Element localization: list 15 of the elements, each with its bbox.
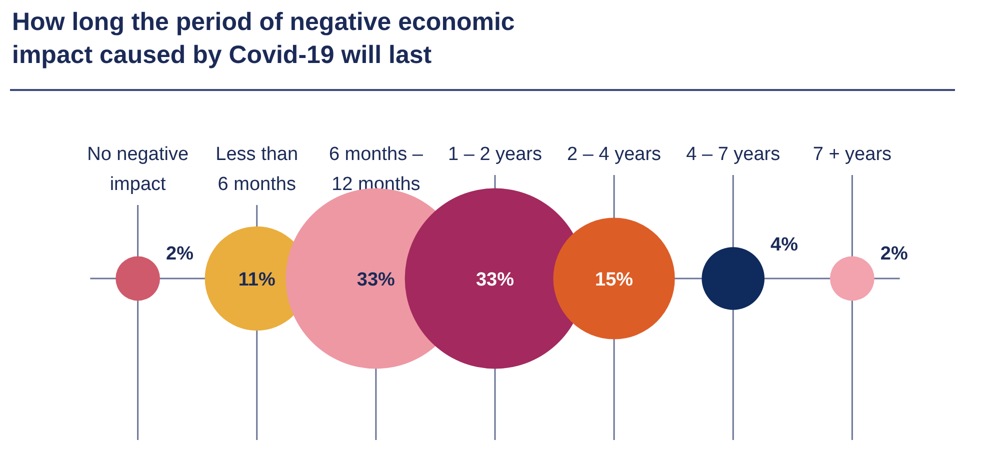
category-label: 4 – 7 years bbox=[686, 144, 780, 166]
text: How long the period of negative economic impact caused by Covid-19 will last bbox=[12, 7, 516, 71]
data-label: 15% bbox=[595, 270, 634, 291]
category-label: 7 + years bbox=[812, 144, 892, 166]
category-label: No negative impact bbox=[87, 144, 189, 196]
category-label: 1 – 2 years bbox=[448, 144, 542, 166]
category-label: 6 months – 12 months bbox=[328, 144, 424, 196]
category-label: Less than 6 months bbox=[216, 144, 298, 196]
data-label: 2% bbox=[166, 244, 194, 265]
data-label: 11% bbox=[238, 270, 276, 291]
data-label: 2% bbox=[880, 244, 908, 265]
data-label: 4% bbox=[770, 234, 798, 256]
category-label: 2 – 4 years bbox=[567, 144, 662, 166]
data-label: 33% bbox=[476, 270, 514, 291]
data-label: 33% bbox=[356, 270, 396, 291]
